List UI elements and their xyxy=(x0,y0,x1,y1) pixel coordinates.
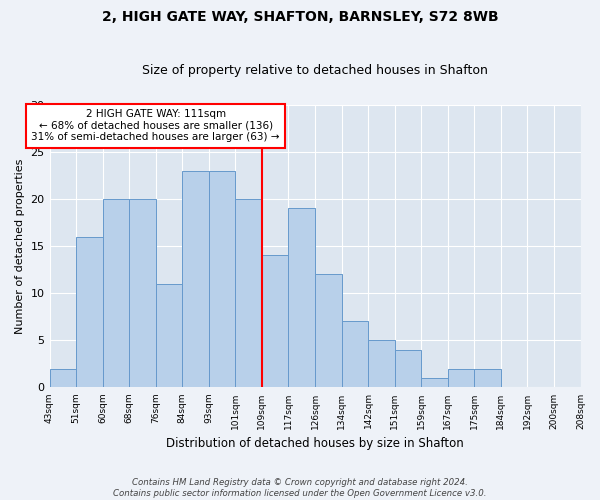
Bar xyxy=(262,256,289,388)
Bar xyxy=(50,368,76,388)
Bar xyxy=(341,322,368,388)
Bar xyxy=(103,199,129,388)
Bar xyxy=(76,236,103,388)
Bar xyxy=(448,368,475,388)
Bar xyxy=(156,284,182,388)
Bar xyxy=(421,378,448,388)
Bar xyxy=(289,208,315,388)
Text: 2, HIGH GATE WAY, SHAFTON, BARNSLEY, S72 8WB: 2, HIGH GATE WAY, SHAFTON, BARNSLEY, S72… xyxy=(101,10,499,24)
Y-axis label: Number of detached properties: Number of detached properties xyxy=(15,158,25,334)
Text: Contains HM Land Registry data © Crown copyright and database right 2024.
Contai: Contains HM Land Registry data © Crown c… xyxy=(113,478,487,498)
Bar xyxy=(475,368,501,388)
Bar xyxy=(129,199,156,388)
Bar xyxy=(235,199,262,388)
Bar xyxy=(315,274,341,388)
Bar xyxy=(209,170,235,388)
Bar xyxy=(368,340,395,388)
Title: Size of property relative to detached houses in Shafton: Size of property relative to detached ho… xyxy=(142,64,488,77)
Bar xyxy=(182,170,209,388)
X-axis label: Distribution of detached houses by size in Shafton: Distribution of detached houses by size … xyxy=(166,437,464,450)
Text: 2 HIGH GATE WAY: 111sqm
← 68% of detached houses are smaller (136)
31% of semi-d: 2 HIGH GATE WAY: 111sqm ← 68% of detache… xyxy=(31,110,280,142)
Bar xyxy=(395,350,421,388)
